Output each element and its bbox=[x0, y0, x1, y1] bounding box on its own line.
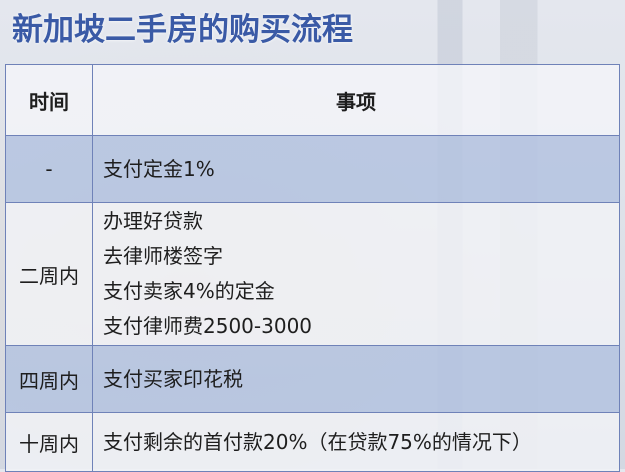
time-cell: 二周内 bbox=[5, 202, 93, 346]
time-cell: - bbox=[5, 135, 93, 203]
time-cell: 十周内 bbox=[5, 412, 93, 472]
item-text: 办理好贷款 bbox=[103, 209, 203, 233]
header-items: 事项 bbox=[92, 64, 620, 136]
table-row: 四周内 支付买家印花税 bbox=[5, 345, 620, 413]
items-cell: 办理好贷款 去律师楼签字 支付卖家4%的定金 支付律师费2500-3000 bbox=[92, 202, 620, 346]
page-title: 新加坡二手房的购买流程 bbox=[12, 12, 353, 48]
table-row: 二周内 办理好贷款 去律师楼签字 支付卖家4%的定金 支付律师费2500-300… bbox=[5, 202, 620, 346]
item-text: 支付律师费2500-3000 bbox=[103, 314, 313, 338]
table-row: - 支付定金1% bbox=[5, 135, 620, 203]
item-text: 支付卖家4%的定金 bbox=[103, 279, 275, 303]
item-text: 支付剩余的首付款20%（在贷款75%的情况下） bbox=[103, 429, 532, 454]
items-cell: 支付买家印花税 bbox=[92, 345, 620, 413]
header-row: 时间 事项 bbox=[5, 64, 620, 136]
item-text: 支付定金1% bbox=[103, 156, 215, 181]
purchase-process-table: 时间 事项 - 支付定金1% 二周内 办理好贷款 去律师楼签字 支付卖家4%的定… bbox=[5, 64, 620, 472]
table-row: 十周内 支付剩余的首付款20%（在贷款75%的情况下） bbox=[5, 412, 620, 472]
time-cell: 四周内 bbox=[5, 345, 93, 413]
header-time: 时间 bbox=[5, 64, 93, 136]
item-text: 支付买家印花税 bbox=[103, 366, 243, 391]
items-cell: 支付定金1% bbox=[92, 135, 620, 203]
items-cell: 支付剩余的首付款20%（在贷款75%的情况下） bbox=[92, 412, 620, 472]
item-text: 去律师楼签字 bbox=[103, 244, 223, 268]
